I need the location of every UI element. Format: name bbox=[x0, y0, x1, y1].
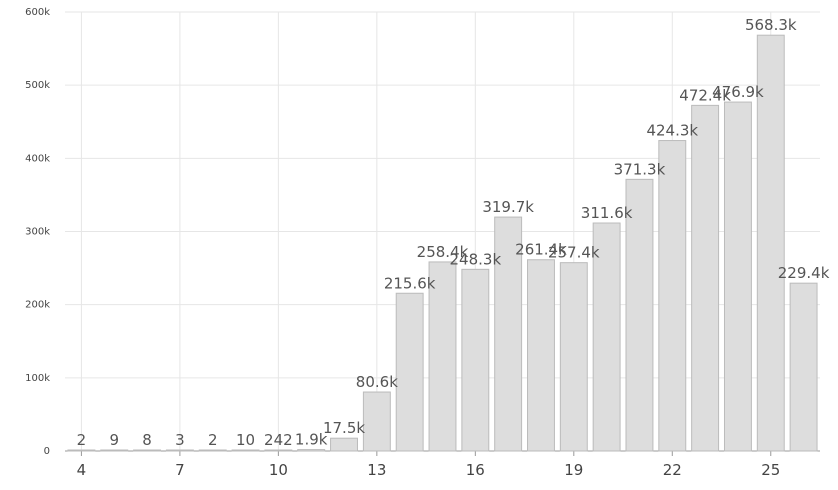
bar-data-label: 261.4k bbox=[515, 241, 567, 259]
bar-data-label: 319.7k bbox=[482, 198, 534, 216]
bar-data-label: 476.9k bbox=[712, 83, 764, 101]
y-tick-label: 100k bbox=[25, 373, 50, 384]
y-tick-label: 300k bbox=[25, 227, 50, 238]
bar-data-label: 229.4k bbox=[778, 264, 830, 282]
bar bbox=[67, 449, 96, 452]
bar-data-label: 248.3k bbox=[450, 250, 502, 268]
x-tick-label: 16 bbox=[466, 461, 485, 479]
bar-data-label: 258.4k bbox=[417, 243, 469, 261]
bar-data-label: 1.9k bbox=[295, 431, 328, 449]
bar bbox=[723, 101, 752, 452]
bar-data-label: 10 bbox=[236, 431, 255, 449]
y-tick-label: 600k bbox=[25, 7, 50, 18]
bar bbox=[756, 34, 785, 452]
x-axis: 4 7 10 13 16 19 22 25 bbox=[65, 450, 820, 479]
x-tick-label: 13 bbox=[367, 461, 386, 479]
bar-data-label: 8 bbox=[142, 431, 152, 449]
bar bbox=[165, 449, 194, 452]
bar bbox=[592, 222, 621, 452]
y-tick-label: 200k bbox=[25, 300, 50, 311]
bar bbox=[494, 216, 523, 452]
bar-data-label: 472.4k bbox=[679, 86, 731, 104]
bar bbox=[231, 449, 260, 452]
x-tick-label: 19 bbox=[564, 461, 583, 479]
bar-data-label: 9 bbox=[109, 431, 119, 449]
x-tick-label: 7 bbox=[175, 461, 185, 479]
bar bbox=[395, 292, 424, 452]
bar bbox=[691, 104, 720, 452]
bar bbox=[362, 391, 391, 452]
bar-data-label: 80.6k bbox=[356, 373, 398, 391]
y-tick-label: 0 bbox=[44, 446, 50, 457]
y-tick-label: 500k bbox=[25, 80, 50, 91]
bar-data-label: 2 bbox=[77, 431, 87, 449]
bar bbox=[330, 437, 358, 452]
bar-data-label: 568.3k bbox=[745, 16, 797, 34]
bar bbox=[625, 178, 654, 452]
bar bbox=[527, 259, 555, 452]
bar bbox=[559, 262, 588, 452]
bar-data-label: 242 bbox=[264, 431, 293, 449]
bar-data-label: 424.3k bbox=[646, 122, 698, 140]
bar bbox=[198, 449, 227, 452]
bar bbox=[658, 140, 687, 452]
bar bbox=[789, 282, 818, 452]
bar bbox=[297, 449, 326, 452]
bar-data-label: 257.4k bbox=[548, 244, 600, 262]
x-tick-label: 25 bbox=[761, 461, 780, 479]
x-tick-label: 4 bbox=[77, 461, 87, 479]
bar bbox=[133, 449, 162, 452]
x-tick-label: 10 bbox=[269, 461, 288, 479]
bar bbox=[461, 268, 490, 452]
y-axis: 0 100k 200k 300k 400k 500k 600k bbox=[25, 7, 50, 457]
bar-data-label: 371.3k bbox=[614, 160, 666, 178]
bar bbox=[428, 261, 457, 452]
bars bbox=[67, 34, 818, 452]
bar bbox=[100, 449, 129, 452]
y-tick-label: 400k bbox=[25, 153, 50, 164]
bar-data-label: 215.6k bbox=[384, 274, 436, 292]
bar-data-label: 2 bbox=[208, 431, 218, 449]
bar bbox=[264, 449, 293, 452]
bar-data-label: 311.6k bbox=[581, 204, 633, 222]
bar-data-label: 17.5k bbox=[323, 419, 365, 437]
bar-data-label: 3 bbox=[175, 431, 185, 449]
x-tick-label: 22 bbox=[663, 461, 682, 479]
